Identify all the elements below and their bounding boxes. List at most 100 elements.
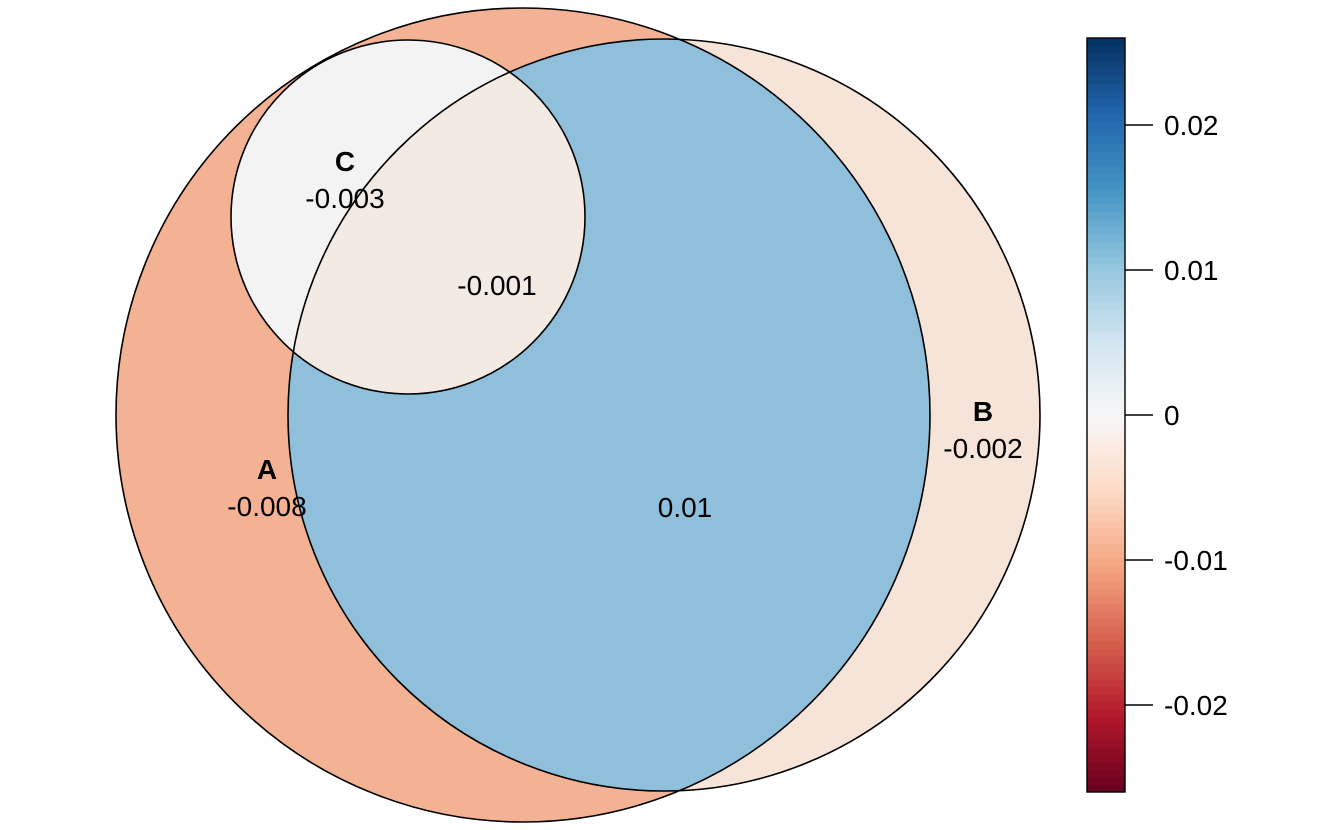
color-legend-band <box>1087 422 1125 431</box>
color-legend-band <box>1087 136 1125 145</box>
color-legend-band <box>1087 166 1125 175</box>
color-legend-band <box>1087 203 1125 212</box>
color-legend-band <box>1087 467 1125 476</box>
color-legend-band <box>1087 60 1125 69</box>
color-legend-band <box>1087 324 1125 333</box>
color-legend-band <box>1087 399 1125 408</box>
region-a-b-value: 0.01 <box>658 492 713 523</box>
color-legend-band <box>1087 332 1125 341</box>
color-legend-band <box>1087 475 1125 484</box>
color-legend-band <box>1087 309 1125 318</box>
color-legend-band <box>1087 68 1125 77</box>
color-legend-band <box>1087 218 1125 227</box>
color-legend-band <box>1087 671 1125 680</box>
color-legend-band <box>1087 415 1125 424</box>
color-legend-band <box>1087 120 1125 129</box>
color-legend-band <box>1087 279 1125 288</box>
color-legend-band <box>1087 490 1125 499</box>
color-legend-band <box>1087 264 1125 273</box>
color-legend-band <box>1087 98 1125 107</box>
color-legend-band <box>1087 611 1125 620</box>
region-b-only-value: -0.002 <box>943 433 1022 464</box>
color-legend-band <box>1087 543 1125 552</box>
color-legend-band <box>1087 603 1125 612</box>
set-c-outline <box>230 39 586 395</box>
color-legend-band <box>1087 38 1125 47</box>
color-legend-tick-label: -0.01 <box>1164 545 1228 576</box>
color-legend-band <box>1087 626 1125 635</box>
color-legend-band <box>1087 316 1125 326</box>
color-legend-band <box>1087 75 1125 84</box>
color-legend-band <box>1087 746 1125 755</box>
color-legend-band <box>1087 151 1125 160</box>
color-legend-band <box>1087 678 1125 687</box>
color-legend-band <box>1087 105 1125 114</box>
set-label-a: A <box>257 454 277 485</box>
color-legend-band <box>1087 573 1125 582</box>
color-legend-band <box>1087 128 1125 137</box>
color-legend-band <box>1087 294 1125 303</box>
color-legend-tick-label: 0.01 <box>1164 255 1219 286</box>
color-legend-band <box>1087 513 1125 522</box>
color-legend-tick-label: 0 <box>1164 400 1180 431</box>
color-legend-band <box>1087 339 1125 348</box>
color-legend-band <box>1087 437 1125 446</box>
color-legend-band <box>1087 565 1125 574</box>
color-legend-band <box>1087 196 1125 205</box>
color-legend-band <box>1087 113 1125 122</box>
color-legend-band <box>1087 769 1125 778</box>
color-legend-band <box>1087 226 1125 235</box>
color-legend-band <box>1087 784 1125 793</box>
color-legend-band <box>1087 445 1125 454</box>
color-legend-band <box>1087 271 1125 280</box>
color-legend-tick-label: -0.02 <box>1164 690 1228 721</box>
color-legend-band <box>1087 241 1125 250</box>
color-legend-band <box>1087 648 1125 657</box>
color-legend-band <box>1087 716 1125 725</box>
color-legend-band <box>1087 301 1125 310</box>
set-label-b: B <box>973 396 993 427</box>
color-legend-band <box>1087 618 1125 627</box>
color-legend-band <box>1087 452 1125 461</box>
color-legend-band <box>1087 595 1125 604</box>
region-c-only-value: -0.003 <box>305 183 384 214</box>
set-b-outline <box>287 38 1041 792</box>
color-legend: 0.02 0.01 0 -0.01 -0.02 <box>1086 37 1228 793</box>
color-legend-band <box>1087 505 1125 514</box>
region-c-only <box>231 40 585 394</box>
color-legend-band <box>1087 731 1125 740</box>
set-a-outline <box>115 7 931 823</box>
color-legend-band <box>1087 558 1125 567</box>
color-legend-band <box>1087 377 1125 386</box>
color-legend-tick-label: 0.02 <box>1164 110 1219 141</box>
color-legend-band <box>1087 347 1125 356</box>
color-legend-band <box>1087 633 1125 642</box>
color-legend-band <box>1087 754 1125 763</box>
color-legend-band <box>1087 588 1125 597</box>
color-legend-band <box>1087 83 1125 92</box>
color-legend-band <box>1087 188 1125 197</box>
color-legend-gradient <box>1087 38 1125 793</box>
color-legend-band <box>1087 286 1125 295</box>
color-legend-band <box>1087 701 1125 710</box>
color-legend-band <box>1087 256 1125 265</box>
color-legend-band <box>1087 143 1125 152</box>
color-legend-band <box>1087 693 1125 703</box>
color-legend-band <box>1087 520 1125 529</box>
color-legend-band <box>1087 90 1125 99</box>
region-a-only-value: -0.008 <box>227 491 306 522</box>
color-legend-band <box>1087 663 1125 672</box>
color-legend-band <box>1087 724 1125 733</box>
color-legend-band <box>1087 580 1125 589</box>
color-legend-band <box>1087 249 1125 258</box>
color-legend-band <box>1087 528 1125 537</box>
color-legend-band <box>1087 656 1125 665</box>
color-legend-band <box>1087 641 1125 650</box>
color-legend-band <box>1087 686 1125 695</box>
color-legend-band <box>1087 535 1125 544</box>
color-legend-band <box>1087 761 1125 770</box>
color-legend-band <box>1087 392 1125 401</box>
color-legend-band <box>1087 430 1125 439</box>
color-legend-band <box>1087 407 1125 416</box>
